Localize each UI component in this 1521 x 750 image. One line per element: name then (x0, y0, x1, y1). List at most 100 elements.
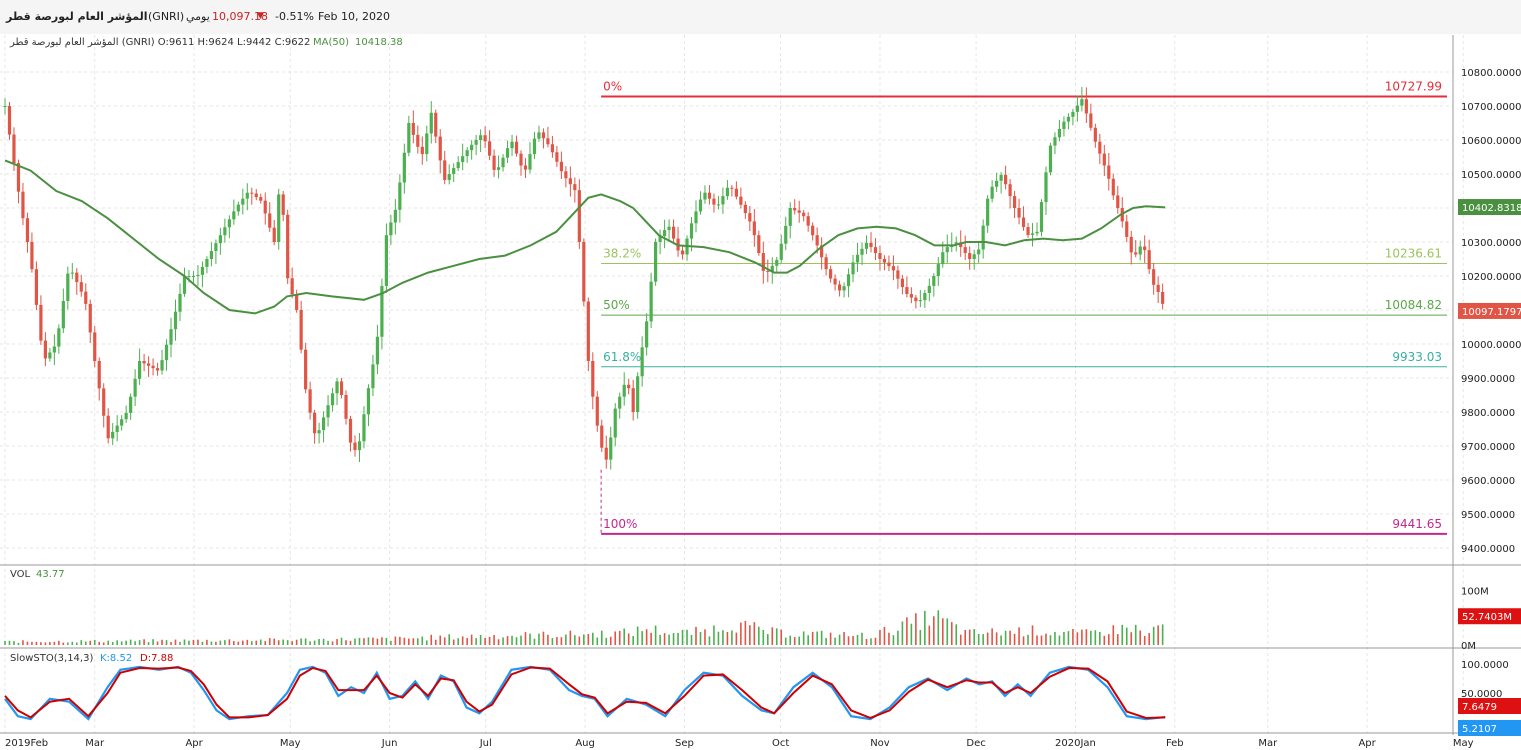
volume-bar (26, 641, 29, 645)
volume-bar (228, 639, 231, 645)
volume-bar (22, 640, 24, 645)
volume-bar (614, 631, 617, 645)
candle-body (214, 243, 218, 252)
volume-bar (246, 639, 249, 645)
volume-bar (1040, 635, 1043, 645)
candle-body (196, 274, 200, 276)
volume-bar (331, 641, 334, 645)
volume-bar (336, 639, 338, 645)
stoch-legend-label: SlowSTO(3,14,3) (10, 653, 93, 664)
down-arrow-icon: ▼ (257, 11, 264, 21)
candle-body (618, 396, 622, 409)
volume-bar (143, 639, 145, 645)
volume-bar (843, 632, 845, 645)
volume-bar (946, 618, 949, 645)
fib-level-value: 10236.61 (1385, 247, 1442, 261)
candle-body (550, 144, 555, 153)
stochastic-panel: 100.0000 50.0000 7.6479 5.2107 (4, 660, 1521, 736)
volume-bar (677, 632, 679, 645)
volume-bar (434, 639, 437, 645)
period-label[interactable]: يومي (186, 10, 210, 23)
candle-body (1017, 208, 1021, 218)
candle-body (250, 192, 254, 194)
quote-header: المؤشر العام لبورصة قطر (GNRI) يومي 10,0… (0, 0, 1521, 35)
volume-bar (183, 639, 186, 645)
candle-body (712, 198, 716, 205)
volume-bar (735, 632, 738, 645)
candle-body (896, 270, 900, 279)
candle-body (232, 211, 236, 220)
volume-bar (690, 635, 693, 645)
volume-tick-label: 0M (1461, 641, 1476, 652)
volume-bar (986, 632, 989, 645)
candle-body (1053, 137, 1057, 146)
volume-bar (58, 640, 60, 645)
volume-bar (740, 622, 742, 645)
volume-bar (376, 638, 379, 645)
fibonacci-retracement[interactable]: 0% 10727.99 38.2% 10236.61 50% 10084.82 61.8% 9… (600, 79, 1447, 535)
candle-body (223, 227, 227, 236)
candle-body (443, 160, 447, 180)
candle-body (308, 389, 312, 413)
volume-bar (686, 629, 688, 645)
fib-level-value: 10727.99 (1385, 79, 1442, 93)
candle-body (927, 285, 931, 293)
volume-bar (165, 640, 168, 645)
candle-body (138, 361, 142, 379)
price-tick-label: 9700.0000 (1461, 442, 1515, 453)
volume-bar (753, 622, 756, 645)
volume-bar (901, 621, 904, 645)
volume-bar (452, 639, 455, 645)
volume-bar (102, 642, 105, 645)
price-tick-label: 10200.0000 (1461, 272, 1521, 283)
time-tick-label: Sep (675, 738, 694, 749)
volume-bar (134, 641, 136, 645)
volume-bar (497, 639, 500, 645)
volume-bar (443, 637, 446, 645)
volume-bar (277, 640, 280, 645)
candle-body (160, 360, 164, 371)
volume-bar (286, 640, 289, 645)
volume-bar (524, 632, 527, 645)
volume-bar (591, 632, 594, 645)
volume-bar (789, 635, 792, 645)
volume-bar (237, 641, 240, 645)
volume-bar (1103, 635, 1106, 645)
candle-body (447, 174, 451, 180)
volume-bar (793, 637, 796, 645)
candle-body (662, 230, 667, 237)
volume-bar (906, 617, 908, 645)
candle-body (1080, 99, 1084, 106)
volume-bar (1049, 635, 1052, 645)
candle-body (855, 254, 860, 263)
volume-bar (93, 639, 96, 645)
candle-body (3, 106, 7, 107)
candlestick-series (3, 86, 1165, 470)
volume-bar (708, 636, 711, 645)
candle-body (505, 148, 510, 158)
candle-body (820, 245, 824, 258)
volume-bar (1072, 629, 1074, 645)
candle-body (564, 171, 568, 179)
price-axis: 10800.0000 10700.0000 10600.0000 10500.0000… (1458, 68, 1521, 555)
volume-bar (587, 633, 590, 645)
volume-bar (8, 640, 11, 645)
candle-body (788, 208, 792, 226)
candle-body (259, 197, 263, 201)
candle-body (52, 346, 56, 353)
candle-body (977, 249, 981, 255)
candle-body (918, 300, 922, 302)
candle-body (286, 214, 290, 279)
volume-bar (295, 639, 298, 645)
candle-body (748, 213, 752, 222)
volume-bar (1013, 633, 1016, 645)
ohlc-legend: المؤشر العام لبورصة قطر (GNRI) O:9611 H:… (9, 37, 310, 48)
candle-body (878, 253, 882, 259)
volume-bar (367, 637, 370, 645)
candle-body (313, 412, 317, 434)
volume-bar (67, 642, 69, 645)
candle-body (1093, 127, 1097, 142)
volume-bar (618, 630, 621, 645)
candle-body (1156, 284, 1160, 292)
